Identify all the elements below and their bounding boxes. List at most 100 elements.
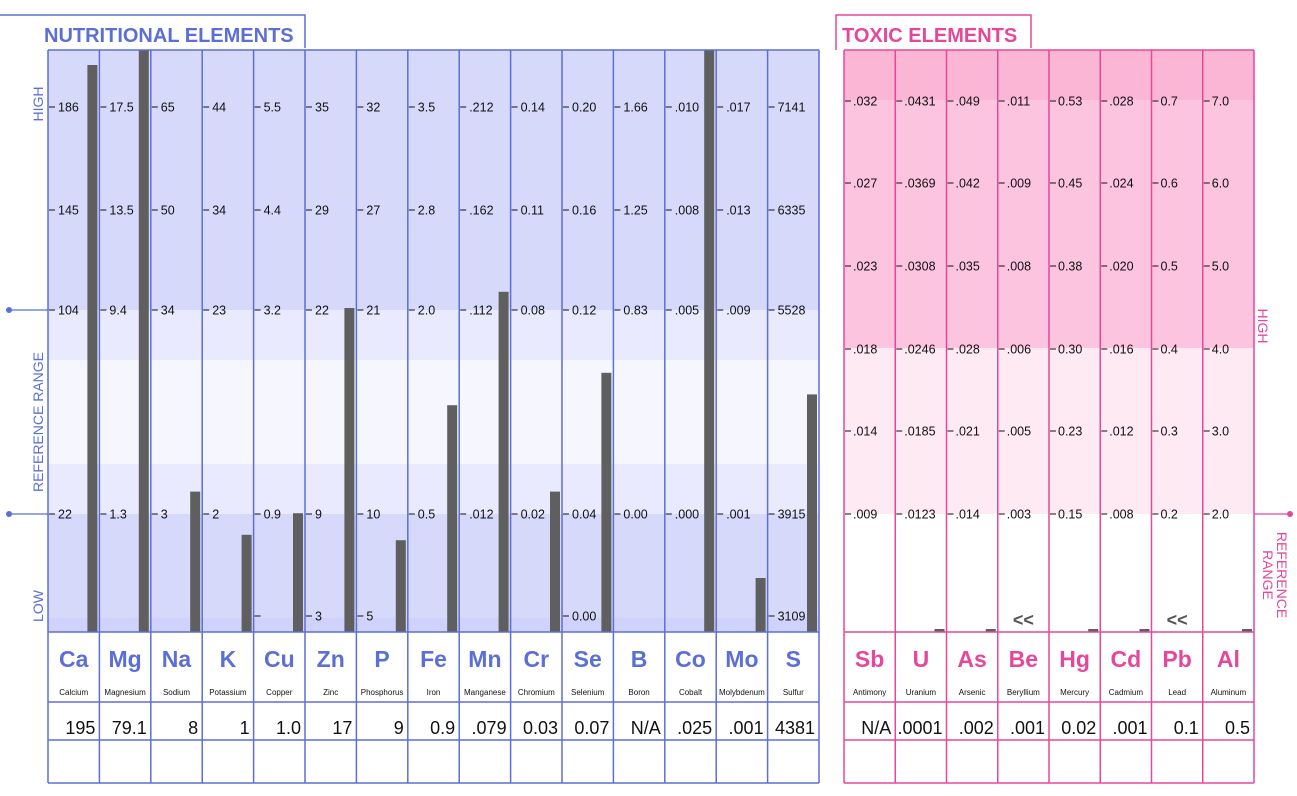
tick-label: .008 bbox=[1109, 508, 1133, 522]
tick-label: 0.14 bbox=[521, 101, 545, 115]
tick-label: 1.3 bbox=[109, 508, 126, 522]
element-value: N/A bbox=[631, 718, 661, 738]
element-symbol: P bbox=[374, 646, 389, 672]
tick-label: 34 bbox=[212, 204, 226, 218]
panel-title: NUTRITIONAL ELEMENTS bbox=[44, 25, 294, 47]
tick-label: .005 bbox=[675, 304, 699, 318]
bar bbox=[601, 372, 612, 632]
tick-label: .049 bbox=[956, 95, 980, 109]
tick-label: 34 bbox=[161, 304, 175, 318]
element-name: Potassium bbox=[209, 688, 247, 697]
tick-label: .009 bbox=[1007, 177, 1031, 191]
tick-label: .0185 bbox=[904, 425, 935, 439]
tick-label: 4.0 bbox=[1212, 343, 1229, 357]
tick-label: .018 bbox=[853, 343, 877, 357]
element-name: Uranium bbox=[906, 688, 937, 697]
tick-label: 0.5 bbox=[1161, 260, 1178, 274]
element-symbol: Co bbox=[675, 646, 706, 672]
tick-label: 5.5 bbox=[264, 101, 281, 115]
element-symbol: Sb bbox=[855, 646, 884, 672]
element-symbol: Fe bbox=[420, 646, 447, 672]
tick-label: 0.12 bbox=[572, 304, 596, 318]
bar bbox=[190, 491, 201, 632]
element-symbol: As bbox=[957, 646, 986, 672]
element-name: Lead bbox=[1168, 688, 1186, 697]
element-name: Zinc bbox=[323, 688, 338, 697]
element-value: 0.5 bbox=[1225, 718, 1250, 738]
element-name: Chromium bbox=[518, 688, 555, 697]
element-se: 0.20 0.16 0.12 0.04 0.00 Se Selenium 0.07 bbox=[563, 101, 612, 738]
reference-dot bbox=[6, 511, 12, 517]
element-name: Aluminum bbox=[1211, 688, 1247, 697]
tick-label: .020 bbox=[1109, 260, 1133, 274]
tick-label: 0.4 bbox=[1161, 343, 1178, 357]
element-value: .025 bbox=[677, 718, 712, 738]
tick-label: .000 bbox=[675, 508, 699, 522]
tick-label: 22 bbox=[58, 508, 72, 522]
element-value: .079 bbox=[472, 718, 507, 738]
tick-label: 0.04 bbox=[572, 508, 596, 522]
tick-label: .016 bbox=[1109, 343, 1133, 357]
element-name: Boron bbox=[628, 688, 649, 697]
tick-label: 186 bbox=[58, 101, 79, 115]
range-band-center bbox=[48, 360, 819, 464]
tick-label: 104 bbox=[58, 304, 79, 318]
bar bbox=[1242, 629, 1252, 632]
bar bbox=[241, 534, 252, 632]
side-label-high: HIGH bbox=[1255, 309, 1271, 344]
element-value: 79.1 bbox=[112, 718, 147, 738]
tick-label: 0.5 bbox=[418, 508, 435, 522]
element-symbol: Se bbox=[574, 646, 602, 672]
tick-label: .006 bbox=[1007, 343, 1031, 357]
tick-label: .014 bbox=[853, 425, 877, 439]
panel-title: TOXIC ELEMENTS bbox=[842, 25, 1017, 47]
tick-label: 32 bbox=[366, 101, 380, 115]
tick-label: 0.7 bbox=[1161, 95, 1178, 109]
tick-label: .014 bbox=[956, 508, 980, 522]
tick-label: .162 bbox=[469, 204, 493, 218]
element-mg: 17.5 13.5 9.4 1.3 Mg Magnesium 79.1 bbox=[100, 50, 149, 738]
tick-label: .112 bbox=[469, 304, 492, 318]
tick-label: .013 bbox=[726, 204, 750, 218]
tick-label: 3 bbox=[161, 508, 168, 522]
element-fe: 3.5 2.8 2.0 0.5 Fe Iron 0.9 bbox=[408, 101, 458, 738]
tick-label: 10 bbox=[366, 508, 380, 522]
tick-label: .024 bbox=[1109, 177, 1133, 191]
element-name: Manganese bbox=[464, 688, 506, 697]
tick-label: 9.4 bbox=[109, 304, 126, 318]
bar bbox=[447, 405, 458, 632]
tick-label: 65 bbox=[161, 101, 175, 115]
tick-label: .003 bbox=[1007, 508, 1031, 522]
bar bbox=[138, 50, 149, 632]
tick-label: .008 bbox=[1007, 260, 1031, 274]
tick-label: 0.83 bbox=[623, 304, 647, 318]
tick-label: 0.16 bbox=[572, 204, 596, 218]
tick-label: .0308 bbox=[904, 260, 935, 274]
tick-label: 44 bbox=[212, 101, 226, 115]
side-label-range: RANGE bbox=[1260, 550, 1276, 600]
element-symbol: Zn bbox=[317, 646, 345, 672]
element-symbol: Cr bbox=[524, 646, 550, 672]
element-co: .010 .008 .005 .000 Co Cobalt .025 bbox=[665, 50, 715, 738]
tick-label: .011 bbox=[1007, 95, 1030, 109]
element-name: Sodium bbox=[163, 688, 190, 697]
element-symbol: Na bbox=[162, 646, 192, 672]
element-value: 17 bbox=[332, 718, 352, 738]
bar bbox=[807, 394, 817, 632]
side-label-range: REFERENCE RANGE bbox=[30, 352, 46, 492]
element-name: Mercury bbox=[1060, 688, 1089, 697]
tick-label: 0.20 bbox=[572, 101, 596, 115]
tick-label: .005 bbox=[1007, 425, 1031, 439]
element-na: 65 50 34 3 Na Sodium 8 bbox=[151, 101, 201, 738]
element-symbol: S bbox=[786, 646, 801, 672]
tick-label: 0.2 bbox=[1161, 508, 1178, 522]
tick-label: 1.66 bbox=[623, 101, 647, 115]
element-name: Copper bbox=[266, 688, 293, 697]
reference-dot bbox=[6, 307, 12, 313]
bar bbox=[498, 291, 509, 632]
element-symbol: Al bbox=[1217, 646, 1240, 672]
element-symbol: Hg bbox=[1059, 646, 1090, 672]
tick-label: 3915 bbox=[778, 508, 806, 522]
